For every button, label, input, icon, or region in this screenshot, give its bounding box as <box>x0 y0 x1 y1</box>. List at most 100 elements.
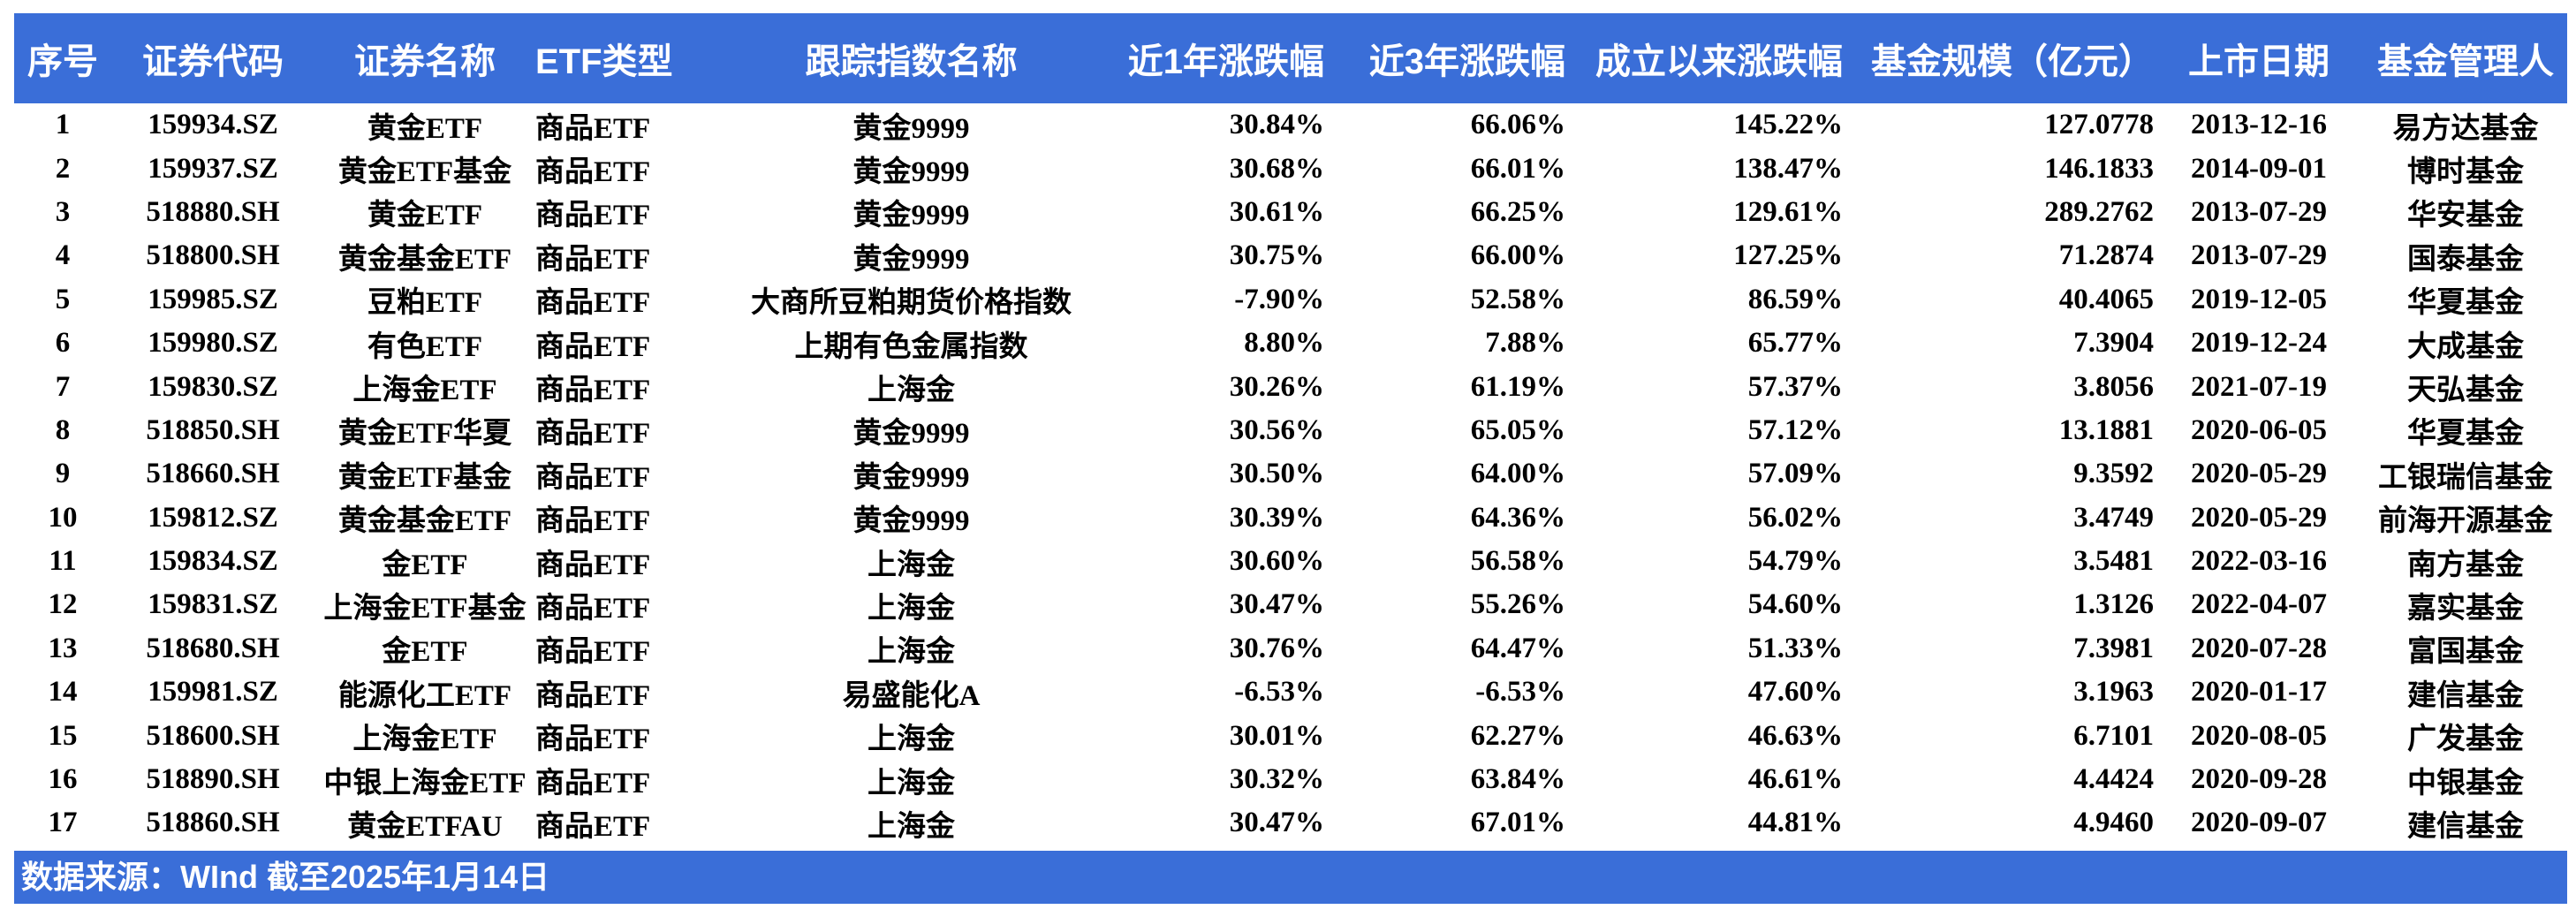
cell-fund_size_100m: 289.2762 <box>2044 195 2154 228</box>
cell-code: 159834.SZ <box>148 545 278 578</box>
cell-code: 159985.SZ <box>148 283 278 315</box>
cell-fund_size_100m: 9.3592 <box>2073 458 2154 490</box>
cell-fund_manager: 华安基金 <box>2407 200 2524 232</box>
header-row: 序号 证券代码 证券名称 ETF类型 跟踪指数名称 近1年涨跌幅 近3年涨跌幅 … <box>14 13 2567 103</box>
cell-etf_type: 商品ETF <box>535 461 651 494</box>
cell-etf_type: 商品ETF <box>535 112 651 145</box>
table-row: 1 159934.SZ 黄金ETF 商品ETF 黄金9999 30.84% 66.06% 14… <box>14 103 2567 147</box>
col-header-chg-3y: 近3年涨跌幅 <box>1324 13 1565 103</box>
cell-etf_type: 商品ETF <box>535 592 651 625</box>
cell-fund_manager: 广发基金 <box>2407 724 2524 756</box>
cell-chg_since_inception: 57.12% <box>1747 413 1843 446</box>
cell-chg_3y: 61.19% <box>1470 370 1565 403</box>
table-header: 序号 证券代码 证券名称 ETF类型 跟踪指数名称 近1年涨跌幅 近3年涨跌幅 … <box>14 13 2567 103</box>
cell-name: 有色ETF <box>367 330 483 363</box>
cell-chg_since_inception: 51.33% <box>1747 632 1843 664</box>
cell-chg_since_inception: 145.22% <box>1733 109 1843 141</box>
cell-chg_1y: 30.01% <box>1229 719 1324 752</box>
cell-index: 11 <box>49 545 77 578</box>
cell-etf_type: 商品ETF <box>535 200 651 232</box>
etf-table-sheet: 序号 证券代码 证券名称 ETF类型 跟踪指数名称 近1年涨跌幅 近3年涨跌幅 … <box>14 13 2567 904</box>
cell-code: 518880.SH <box>146 195 280 228</box>
cell-chg_1y: 30.56% <box>1229 413 1324 446</box>
cell-listing_date: 2020-08-05 <box>2191 719 2327 752</box>
cell-fund_manager: 华夏基金 <box>2407 287 2524 320</box>
cell-index: 9 <box>55 458 71 490</box>
cell-fund_manager: 大成基金 <box>2407 330 2524 363</box>
cell-name: 能源化工ETF <box>337 679 512 712</box>
cell-tracking_index: 黄金9999 <box>852 418 970 451</box>
cell-name: 黄金基金ETF <box>337 243 512 276</box>
cell-fund_manager: 嘉实基金 <box>2407 592 2524 625</box>
cell-code: 159981.SZ <box>148 676 278 709</box>
cell-chg_3y: 65.05% <box>1470 413 1565 446</box>
table-row: 16 518890.SH 中银上海金ETF 商品ETF 上海金 30.32% 63.84% 4… <box>14 758 2567 801</box>
cell-etf_type: 商品ETF <box>535 243 651 276</box>
table-row: 7 159830.SZ 上海金ETF 商品ETF 上海金 30.26% 61.19% 57.3… <box>14 365 2567 408</box>
cell-chg_since_inception: 65.77% <box>1747 327 1843 360</box>
cell-code: 518850.SH <box>146 413 280 446</box>
cell-index: 2 <box>55 152 71 185</box>
cell-chg_3y: 62.27% <box>1470 719 1565 752</box>
cell-chg_3y: 63.84% <box>1470 763 1565 796</box>
cell-fund_manager: 华夏基金 <box>2407 418 2524 451</box>
cell-chg_1y: 30.60% <box>1229 545 1324 578</box>
cell-fund_manager: 博时基金 <box>2407 156 2524 189</box>
cell-chg_since_inception: 46.61% <box>1747 763 1843 796</box>
cell-fund_size_100m: 7.3981 <box>2073 632 2154 664</box>
col-header-chg-since-inception: 成立以来涨跌幅 <box>1565 13 1843 103</box>
cell-chg_since_inception: 127.25% <box>1733 239 1843 272</box>
cell-chg_3y: 7.88% <box>1485 327 1565 360</box>
cell-chg_since_inception: 56.02% <box>1747 501 1843 534</box>
cell-tracking_index: 黄金9999 <box>852 461 970 494</box>
col-header-listing-date: 上市日期 <box>2154 13 2364 103</box>
cell-fund_manager: 天弘基金 <box>2407 375 2524 407</box>
cell-index: 14 <box>48 676 78 709</box>
cell-code: 159830.SZ <box>148 370 278 403</box>
cell-fund_size_100m: 146.1833 <box>2044 152 2154 185</box>
col-header-etf-type: ETF类型 <box>535 13 748 103</box>
cell-fund_manager: 前海开源基金 <box>2378 505 2553 538</box>
cell-chg_since_inception: 57.09% <box>1747 458 1843 490</box>
cell-index: 12 <box>48 588 78 621</box>
cell-chg_3y: 55.26% <box>1470 588 1565 621</box>
cell-code: 159934.SZ <box>148 109 278 141</box>
cell-fund_size_100m: 13.1881 <box>2058 413 2154 446</box>
cell-etf_type: 商品ETF <box>535 375 651 407</box>
cell-fund_size_100m: 7.3904 <box>2073 327 2154 360</box>
cell-fund_manager: 富国基金 <box>2407 636 2524 669</box>
cell-listing_date: 2019-12-05 <box>2191 283 2327 315</box>
cell-code: 159937.SZ <box>148 152 278 185</box>
cell-tracking_index: 大商所豆粕期货价格指数 <box>751 287 1072 320</box>
cell-code: 518890.SH <box>146 763 280 796</box>
cell-chg_1y: 30.26% <box>1229 370 1324 403</box>
col-header-index: 序号 <box>14 13 111 103</box>
cell-name: 黄金ETF <box>367 200 483 232</box>
col-header-fund-manager: 基金管理人 <box>2364 13 2567 103</box>
cell-chg_since_inception: 129.61% <box>1733 195 1843 228</box>
cell-fund_size_100m: 3.1963 <box>2073 676 2154 709</box>
cell-index: 17 <box>48 807 78 839</box>
cell-chg_3y: 66.01% <box>1470 152 1565 185</box>
cell-chg_since_inception: 86.59% <box>1747 283 1843 315</box>
col-header-fund-size: 基金规模（亿元） <box>1843 13 2154 103</box>
table-row: 3 518880.SH 黄金ETF 商品ETF 黄金9999 30.61% 66.25% 12… <box>14 191 2567 234</box>
table-row: 11 159834.SZ 金ETF 商品ETF 上海金 30.60% 56.58% 54.79… <box>14 540 2567 583</box>
col-header-name: 证券名称 <box>314 13 535 103</box>
table-row: 12 159831.SZ 上海金ETF基金 商品ETF 上海金 30.47% 55.26% 5… <box>14 583 2567 626</box>
cell-fund_size_100m: 4.4424 <box>2073 763 2154 796</box>
cell-listing_date: 2022-04-07 <box>2191 588 2327 621</box>
cell-chg_1y: 30.68% <box>1229 152 1324 185</box>
cell-etf_type: 商品ETF <box>535 636 651 669</box>
cell-chg_1y: 30.50% <box>1229 458 1324 490</box>
table-row: 4 518800.SH 黄金基金ETF 商品ETF 黄金9999 30.75% 66.00%… <box>14 234 2567 277</box>
cell-fund_size_100m: 3.4749 <box>2073 501 2154 534</box>
cell-name: 黄金ETF华夏 <box>337 418 512 451</box>
gold-etf-table: 序号 证券代码 证券名称 ETF类型 跟踪指数名称 近1年涨跌幅 近3年涨跌幅 … <box>14 13 2567 845</box>
cell-name: 黄金基金ETF <box>337 505 512 538</box>
cell-name: 上海金ETF基金 <box>323 592 527 625</box>
cell-fund_manager: 建信基金 <box>2407 679 2524 712</box>
cell-listing_date: 2020-06-05 <box>2191 413 2327 446</box>
cell-fund_size_100m: 3.5481 <box>2073 545 2154 578</box>
cell-tracking_index: 上海金 <box>868 549 955 581</box>
